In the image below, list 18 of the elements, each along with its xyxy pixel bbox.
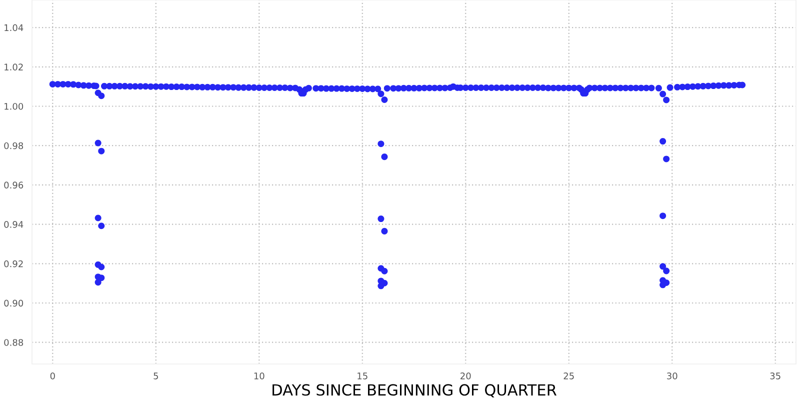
y-tick-label: 0.94 — [4, 221, 24, 228]
x-tick-label: 10 — [254, 372, 264, 380]
y-tick-label: 0.96 — [4, 182, 24, 189]
y-tick-label: 0.92 — [4, 260, 23, 268]
x-tick-label: 0 — [50, 372, 55, 380]
y-tick-label: 1.00 — [4, 102, 24, 110]
y-tick-label: 0.98 — [4, 142, 24, 150]
y-tick-label: 1.02 — [4, 64, 23, 70]
x-tick-label: 30 — [667, 372, 678, 380]
y-tick-label: 0.88 — [4, 339, 24, 346]
x-axis-title: DAYS SINCE BEGINNING OF QUARTER — [272, 384, 556, 398]
y-tick-label: 1.04 — [4, 24, 24, 32]
x-tick-label: 25 — [564, 372, 574, 380]
x-tick-label: 20 — [460, 372, 471, 380]
x-tick-label: 35 — [770, 372, 780, 380]
y-tick-label: 0.90 — [4, 300, 24, 307]
x-tick-label: 15 — [358, 372, 368, 380]
x-tick-label: 5 — [154, 372, 158, 380]
